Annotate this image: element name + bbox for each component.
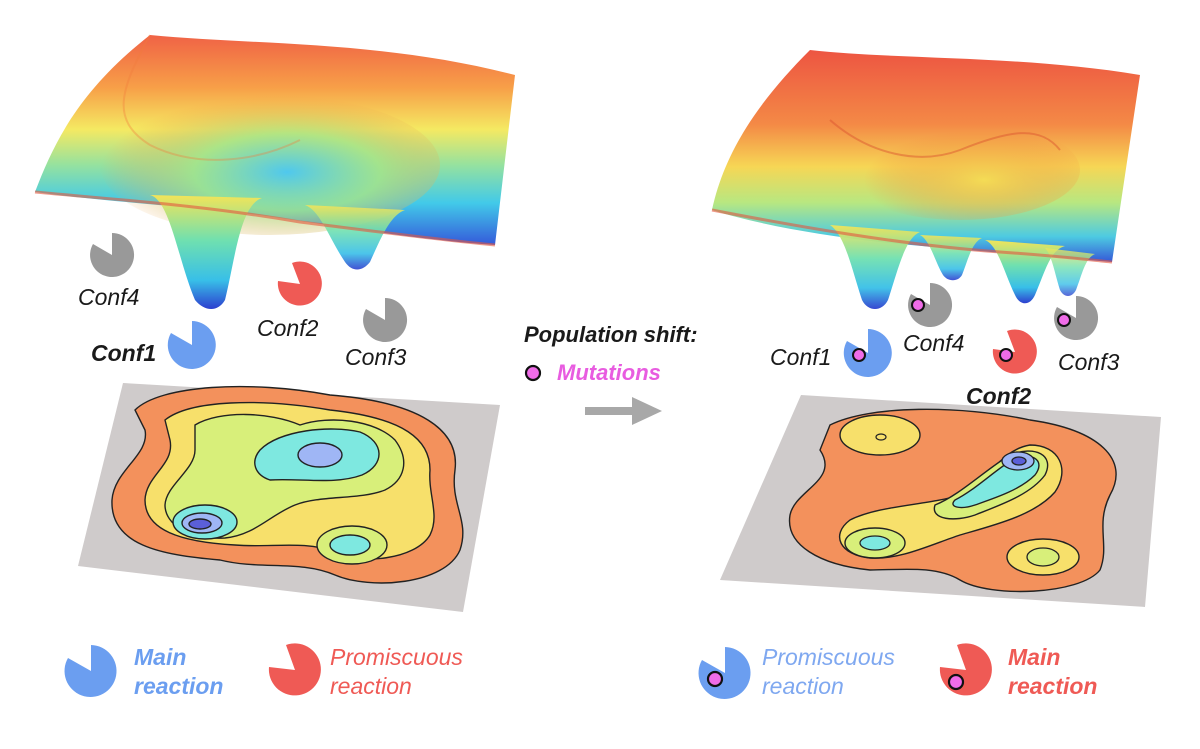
left-conf1-label: Conf1	[91, 340, 157, 366]
right-conf2-label: Conf2	[966, 383, 1032, 409]
mutation-dot-icon	[947, 673, 965, 691]
mutation-dot-icon	[706, 670, 724, 688]
mutations-label: Mutations	[557, 360, 661, 385]
right-legend-main-icon	[939, 643, 992, 696]
mutation-dot-icon	[911, 298, 925, 312]
right-legend-promiscuous-icon	[698, 647, 751, 699]
right-arrow-icon	[585, 397, 662, 425]
population-shift-title: Population shift:	[524, 322, 698, 347]
right-legend-main-label: Main reaction	[1008, 644, 1098, 699]
left-legend-promiscuous-icon	[268, 643, 321, 696]
right-legend-promiscuous-label: Promiscuous reaction	[762, 644, 895, 699]
left-conf2-label: Conf2	[257, 315, 319, 341]
right-conf1-label: Conf1	[770, 344, 832, 370]
left-conf3-pacman-icon	[363, 297, 408, 342]
left-conf4-pacman-icon	[90, 232, 135, 277]
right-conf4-label: Conf4	[903, 330, 965, 356]
right-conf2-pacman-icon	[992, 329, 1037, 374]
right-conf1-pacman-icon	[843, 329, 892, 377]
mutation-legend-dot-icon	[524, 364, 542, 382]
left-conf4-label: Conf4	[78, 284, 140, 310]
right-contour-map	[720, 395, 1161, 607]
left-conf1-pacman-icon	[167, 321, 216, 369]
left-legend-main-label: Main reaction	[134, 644, 224, 699]
left-conf3-label: Conf3	[345, 344, 407, 370]
left-legend-main-icon	[64, 645, 117, 697]
mutation-dot-icon	[999, 348, 1013, 362]
right-energy-surface	[711, 50, 1140, 309]
left-energy-surface	[34, 34, 515, 309]
right-conf3-pacman-icon	[1054, 295, 1099, 340]
left-conf2-pacman-icon	[277, 261, 322, 306]
right-conf4-pacman-icon	[908, 282, 953, 327]
right-conf3-label: Conf3	[1058, 349, 1120, 375]
mutation-dot-icon	[852, 348, 866, 362]
mutation-dot-icon	[1057, 313, 1071, 327]
left-contour-map	[78, 383, 500, 612]
left-legend-promiscuous-label: Promiscuous reaction	[330, 644, 463, 699]
